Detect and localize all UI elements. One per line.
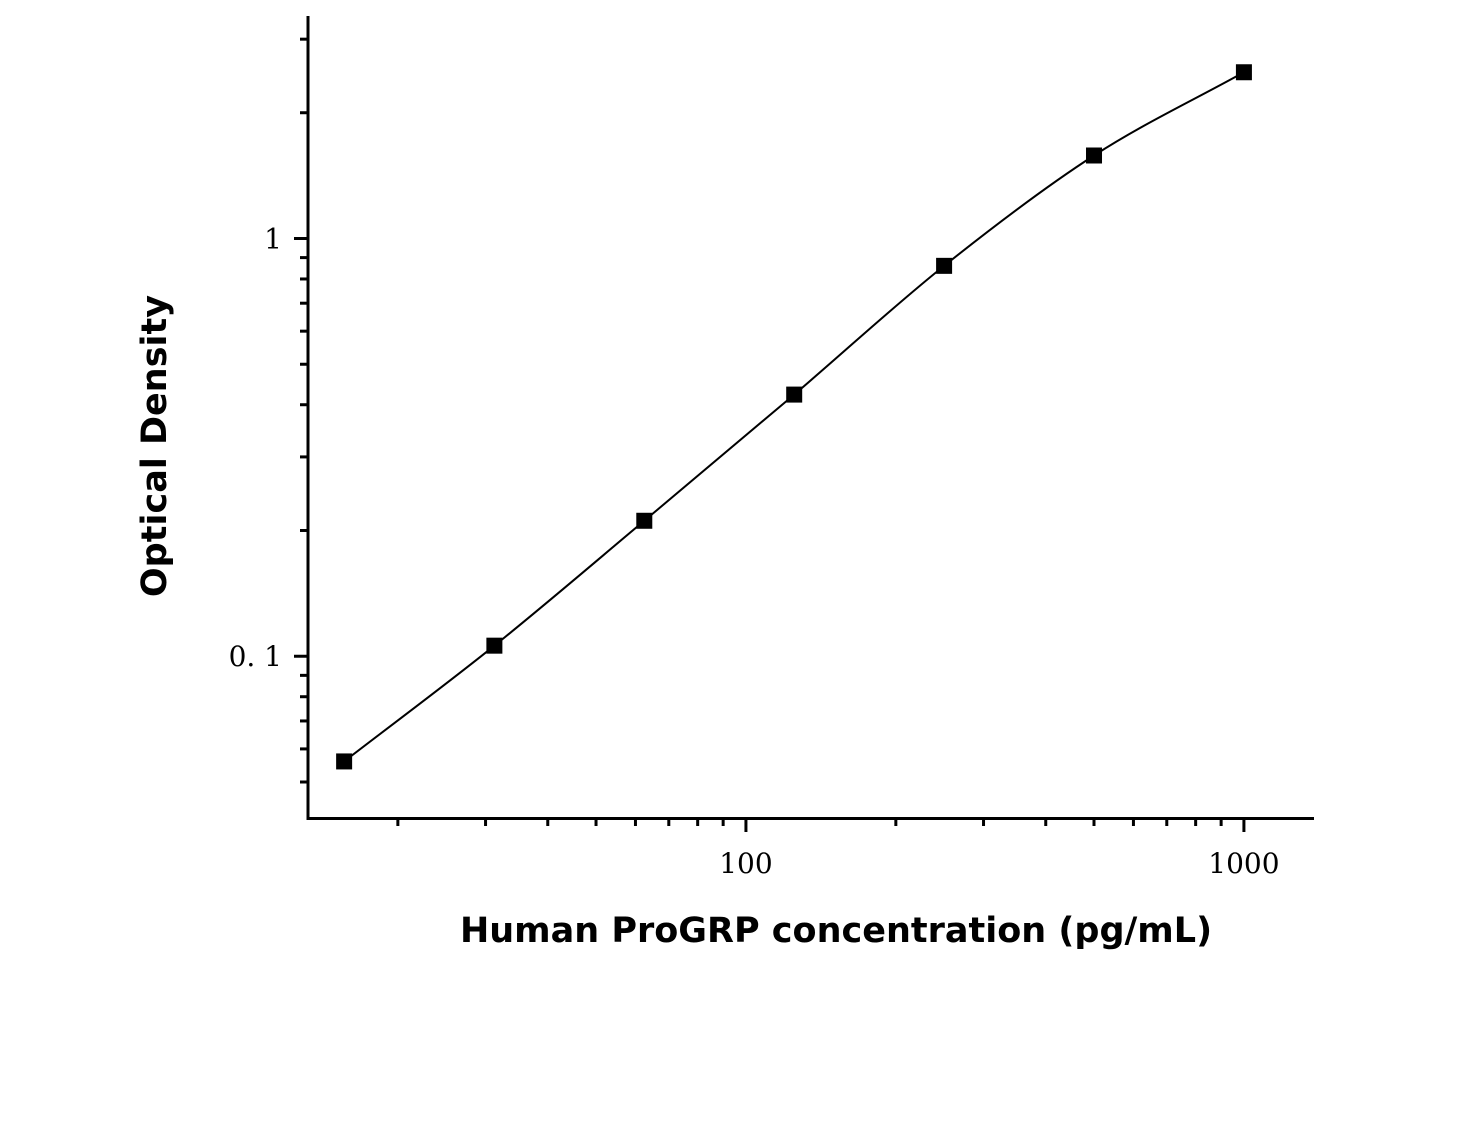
data-point [336, 753, 353, 770]
major-ticks [294, 236, 1246, 832]
x-axis-title: Human ProGRP concentration (pg/mL) [460, 911, 1212, 951]
data-point [1235, 64, 1252, 81]
data-point [936, 257, 953, 274]
data-point [1086, 147, 1103, 164]
data-point [786, 386, 803, 403]
data-markers [336, 64, 1252, 770]
data-point [636, 512, 653, 529]
y-tick-label: 0. 1 [229, 640, 282, 673]
y-axis-title: Optical Density [135, 295, 175, 597]
x-tick-label: 100 [719, 847, 772, 880]
y-tick-label: 1 [264, 222, 282, 255]
x-tick-label: 1000 [1208, 847, 1279, 880]
tick-labels: 100 1000 0. 1 1 [229, 222, 1280, 880]
data-point [486, 637, 503, 654]
